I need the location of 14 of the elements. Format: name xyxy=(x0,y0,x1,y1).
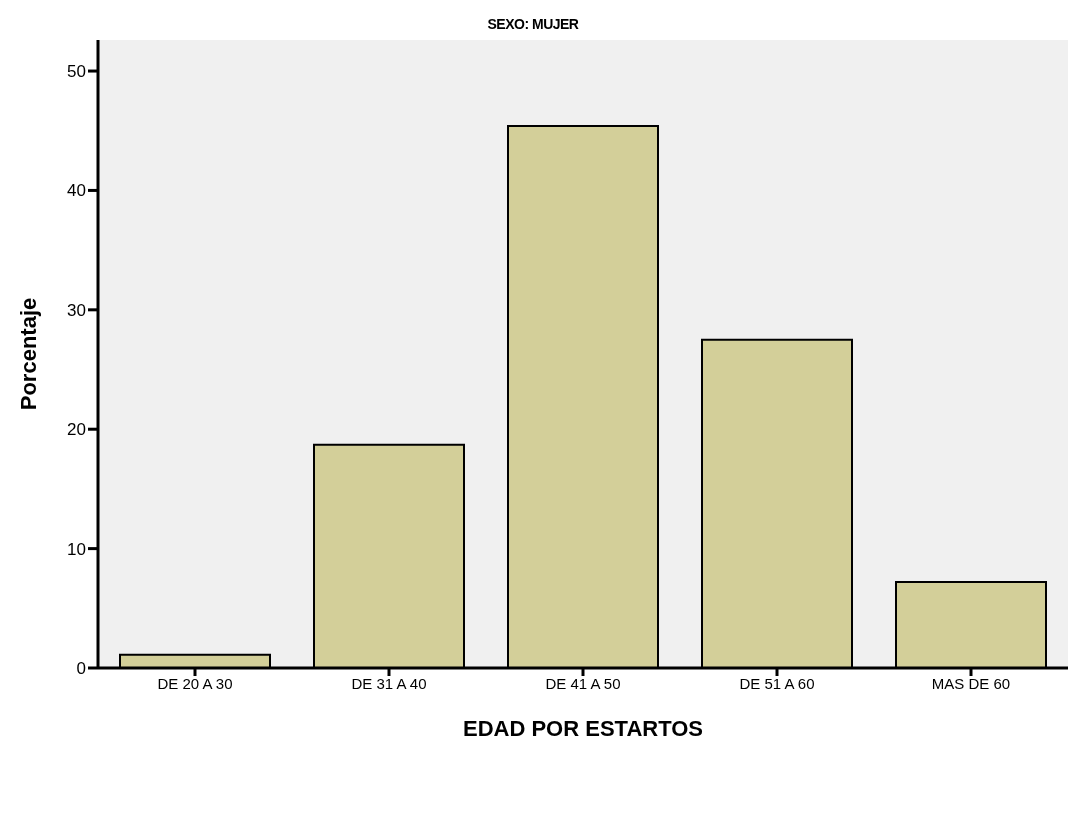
x-tick-label: MAS DE 60 xyxy=(931,674,1011,692)
x-axis-title: EDAD POR ESTARTOS xyxy=(463,716,703,741)
y-axis-title: Porcentaje xyxy=(15,297,41,411)
y-tick-label: 0 xyxy=(76,659,86,679)
y-tick-label: 50 xyxy=(67,62,86,82)
y-tick-label: 10 xyxy=(67,539,86,559)
chart-title: SEXO: MUJER xyxy=(486,16,580,32)
x-tick-label: DE 20 A 30 xyxy=(157,674,233,692)
x-tick-label: DE 31 A 40 xyxy=(351,674,427,692)
x-tick-label: DE 51 A 60 xyxy=(739,674,815,692)
y-tick-label: 30 xyxy=(67,300,86,320)
y-tick-label: 40 xyxy=(67,181,86,201)
y-tick-label: 20 xyxy=(67,420,86,440)
x-tick-label: DE 41 A 50 xyxy=(545,674,621,692)
